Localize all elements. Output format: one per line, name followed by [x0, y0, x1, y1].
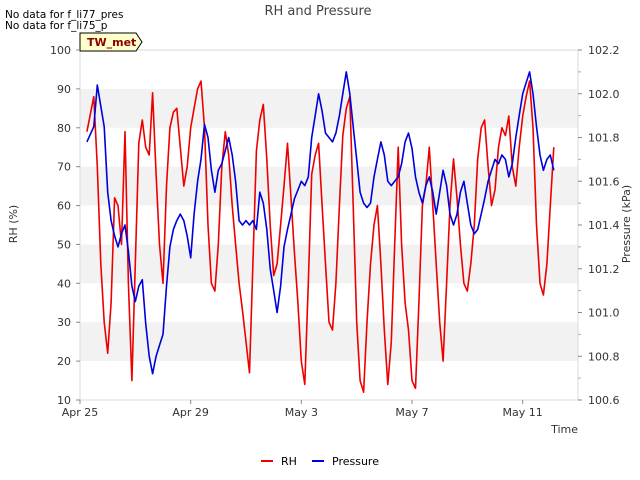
- x-tick-label: Apr 29: [172, 406, 209, 419]
- x-axis-label: Time: [550, 423, 578, 436]
- y-right-tick-label: 102.0: [588, 88, 620, 101]
- right-axis-ticks: 100.6 100.8 101.0 101.2 101.4 101.6 101.8 102.0…: [578, 44, 620, 407]
- no-data-note-2: No data for f_li75_p: [5, 20, 108, 32]
- series-line-pressure: [86, 71, 555, 375]
- badge-label: TW_met: [87, 36, 136, 49]
- badge-shape: [79, 32, 143, 52]
- y-right-tick-label: 101.8: [588, 132, 620, 145]
- grid-band: [80, 244, 578, 284]
- x-tick-label: May 11: [503, 406, 543, 419]
- y-left-tick-label: 50: [57, 238, 71, 251]
- y-right-tick-label: 101.2: [588, 263, 620, 276]
- y-left-tick-label: 60: [57, 200, 71, 213]
- y-left-tick-label: 40: [57, 277, 71, 290]
- no-data-note-1: No data for f_li77_pres: [5, 9, 123, 21]
- y-left-tick-label: 80: [57, 122, 71, 135]
- y-left-tick-label: 70: [57, 161, 71, 174]
- legend-label-rh: RH: [281, 455, 297, 468]
- y-right-tick-label: 101.6: [588, 175, 620, 188]
- grid-band: [80, 166, 578, 206]
- y-right-tick-label: 102.2: [588, 44, 620, 57]
- y-axis-left-label: RH (%): [7, 205, 20, 243]
- y-right-tick-label: 101.0: [588, 307, 620, 320]
- legend: RH Pressure: [261, 455, 379, 468]
- grid-bands: [80, 88, 578, 362]
- series-line-rh: [86, 80, 555, 393]
- y-right-tick-label: 100.8: [588, 350, 620, 363]
- x-tick-label: Apr 25: [62, 406, 99, 419]
- y-left-tick-label: 10: [57, 394, 71, 407]
- grid-band: [80, 322, 578, 362]
- x-axis-ticks: Apr 25 Apr 29 May 3 May 7 May 11: [62, 400, 543, 419]
- y-right-tick-label: 100.6: [588, 394, 620, 407]
- y-right-tick-label: 101.4: [588, 219, 620, 232]
- grid-band: [80, 88, 578, 128]
- y-left-tick-label: 100: [50, 44, 71, 57]
- y-left-tick-label: 20: [57, 355, 71, 368]
- y-left-tick-label: 90: [57, 83, 71, 96]
- x-tick-label: May 3: [285, 406, 318, 419]
- station-badge: TW_met: [79, 32, 143, 52]
- legend-label-pressure: Pressure: [332, 455, 379, 468]
- x-tick-label: May 7: [395, 406, 428, 419]
- chart-title: RH and Pressure: [264, 4, 371, 19]
- y-axis-right-label: Pressure (kPa): [620, 185, 633, 263]
- left-axis-ticks: 10 20 30 40 50 60 70 80 90 100: [50, 44, 80, 407]
- y-left-tick-label: 30: [57, 316, 71, 329]
- series-lines: [86, 71, 555, 393]
